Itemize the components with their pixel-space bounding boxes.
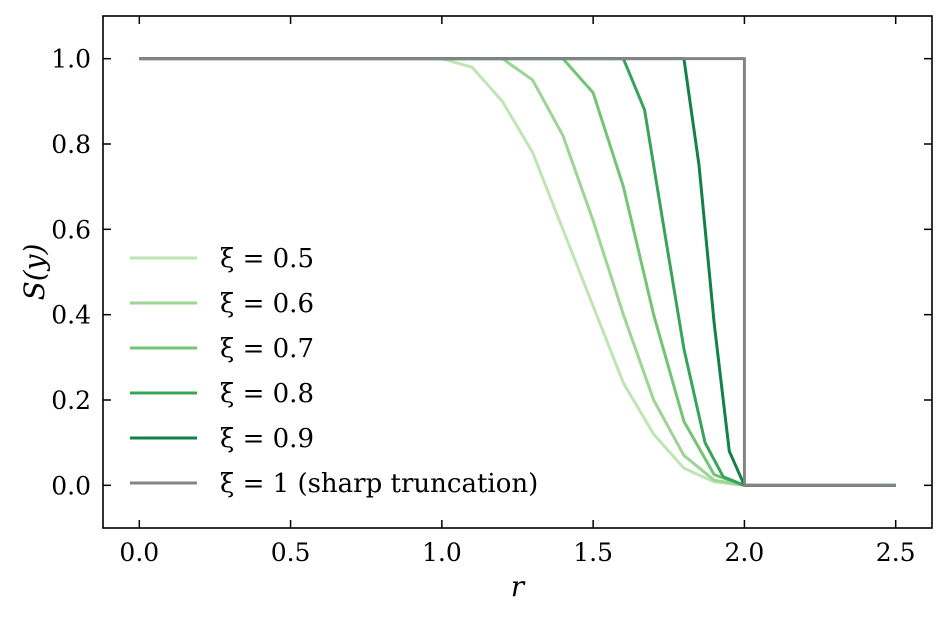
y-tick-label: 0.8 <box>51 130 91 159</box>
y-tick-label: 0.6 <box>51 215 91 244</box>
series-line-4 <box>139 57 896 487</box>
series-line-2 <box>139 57 896 487</box>
ticks-layer: 0.0 0.5 1.0 1.5 2.0 2.5 0.0 0.2 0.4 0.6 0.8 1.0 <box>51 16 932 567</box>
y-tick-label: 0.2 <box>51 386 91 415</box>
y-tick-label: 1.0 <box>51 45 91 74</box>
legend: ξ = 0.5 ξ = 0.6 ξ = 0.7 ξ = 0.8 ξ = 0.9 ξ = 1… <box>130 244 538 499</box>
legend-label-3: ξ = 0.7 <box>220 334 314 364</box>
x-tick-label: 2.5 <box>876 538 916 567</box>
y-tick-label: 0.0 <box>51 471 91 500</box>
legend-label-2: ξ = 0.6 <box>220 289 314 319</box>
series-line-1 <box>139 57 896 487</box>
series-line-6 <box>139 57 896 487</box>
plot-frame <box>102 15 933 529</box>
legend-label-6: ξ = 1 (sharp truncation) <box>220 469 538 499</box>
x-tick-label: 0.5 <box>271 538 311 567</box>
x-axis-label: r <box>511 570 526 603</box>
legend-label-5: ξ = 0.9 <box>220 424 314 454</box>
x-tick-label: 1.0 <box>422 538 462 567</box>
x-tick-label: 2.0 <box>725 538 765 567</box>
y-axis-label: S(y) <box>18 244 51 301</box>
legend-label-4: ξ = 0.8 <box>220 379 314 409</box>
x-tick-label: 0.0 <box>119 538 159 567</box>
y-tick-label: 0.4 <box>51 301 91 330</box>
x-tick-label: 1.5 <box>573 538 613 567</box>
legend-label-1: ξ = 0.5 <box>220 244 314 274</box>
series-layer <box>139 57 896 487</box>
